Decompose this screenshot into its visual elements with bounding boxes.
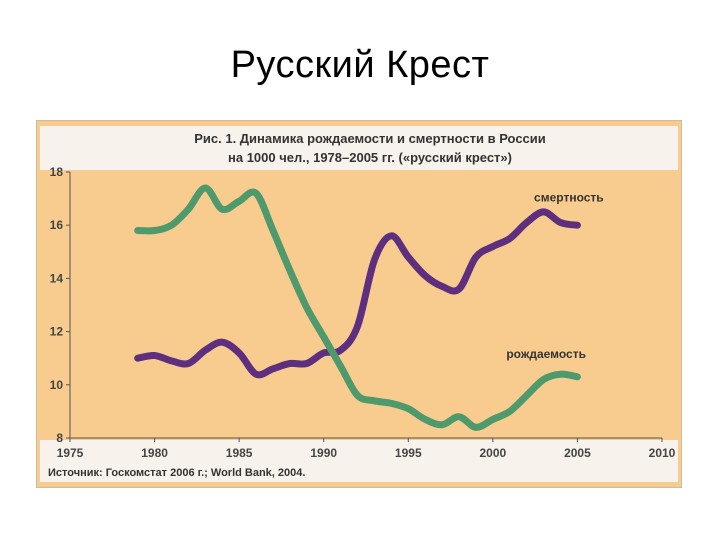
y-tick-label: 16 — [50, 218, 64, 232]
series-line-birth — [134, 184, 581, 431]
chart-series-layer — [134, 184, 581, 431]
x-tick-label: 1990 — [310, 446, 337, 460]
chart-svg: Рис. 1. Динамика рождаемости и смертност… — [35, 119, 683, 489]
x-tick-label: 1985 — [226, 446, 253, 460]
y-tick-label: 10 — [50, 378, 64, 392]
series-label-birth: рождаемость — [506, 347, 586, 361]
chart-background — [35, 119, 683, 489]
y-tick-label: 8 — [56, 431, 63, 445]
chart-source: Источник: Госкомстат 2006 г.; World Bank… — [48, 467, 305, 479]
y-tick-label: 14 — [50, 271, 64, 285]
y-tick-label: 12 — [50, 325, 64, 339]
x-tick-label: 1980 — [141, 446, 168, 460]
chart-subtitle: на 1000 чел., 1978–2005 гг. («русский кр… — [228, 150, 512, 165]
x-tick-label: 2000 — [480, 446, 507, 460]
chart-axes: 8 10 12 14 16 18 1975 1980 1985 1990 1995 2000 2005 2… — [50, 165, 676, 460]
chart-figure: Рис. 1. Динамика рождаемости и смертност… — [35, 119, 683, 489]
x-tick-label: 1995 — [395, 446, 422, 460]
y-tick-label: 18 — [50, 165, 64, 179]
series-line-mortality — [134, 208, 581, 379]
x-tick-label: 2005 — [564, 446, 591, 460]
x-tick-label: 2010 — [649, 446, 676, 460]
chart-footer-band — [40, 440, 678, 482]
chart-labels-layer: смертность рождаемость — [506, 190, 603, 361]
series-label-mortality: смертность — [534, 190, 604, 204]
chart-header-band — [40, 126, 678, 170]
chart-title: Рис. 1. Динамика рождаемости и смертност… — [194, 131, 546, 146]
x-tick-label: 1975 — [57, 446, 84, 460]
slide-title: Русский Крест — [230, 44, 490, 86]
